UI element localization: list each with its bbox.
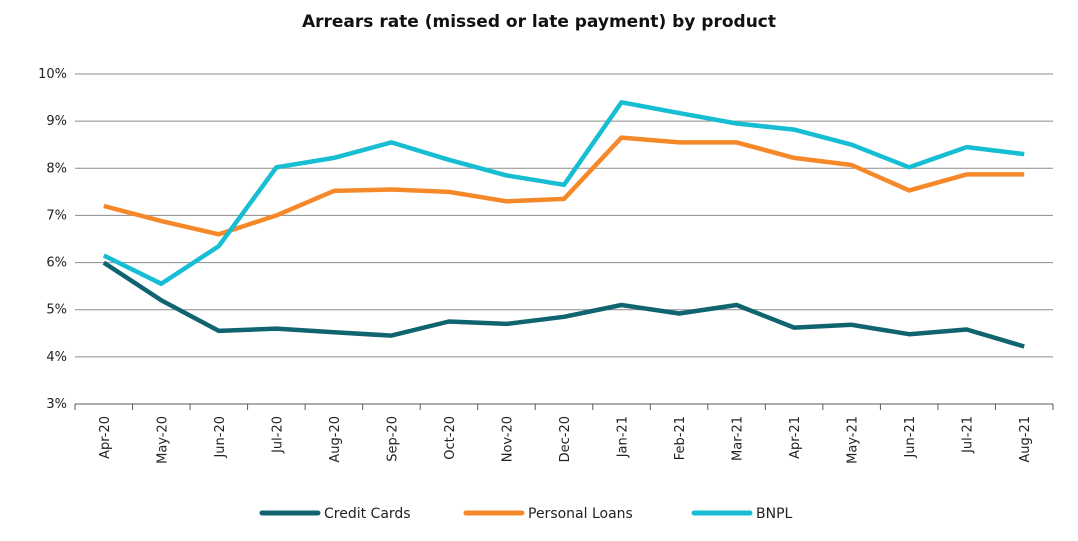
- y-tick-label: 3%: [46, 397, 67, 412]
- series-line-personal-loans: [103, 135, 1025, 237]
- y-tick-label: 10%: [38, 67, 67, 82]
- x-tick-label: May-21: [846, 416, 861, 464]
- x-tick-label: Jan-21: [616, 416, 631, 458]
- y-tick-label: 9%: [46, 114, 67, 129]
- x-tick-label: Jun-20: [213, 416, 228, 459]
- x-tick-label: Sep-20: [385, 416, 400, 462]
- x-tick-label: Mar-21: [731, 416, 746, 461]
- series-line-credit-cards: [102, 260, 1025, 349]
- legend-label-personal-loans: Personal Loans: [528, 506, 633, 522]
- chart-title: Arrears rate (missed or late payment) by…: [301, 12, 777, 32]
- x-tick-label: Jul-20: [270, 416, 285, 454]
- y-tick-label: 8%: [46, 161, 67, 176]
- x-tick-label: Apr-20: [98, 416, 113, 459]
- x-tick-label: Aug-21: [1018, 416, 1033, 463]
- y-tick-label: 5%: [46, 303, 67, 318]
- x-tick-label: Dec-20: [558, 416, 573, 462]
- series-layer: [102, 100, 1025, 349]
- legend-label-credit-cards: Credit Cards: [324, 506, 411, 522]
- y-tick-label: 4%: [46, 350, 67, 365]
- x-tick-label: Nov-20: [500, 416, 515, 462]
- y-tick-label: 6%: [46, 256, 67, 271]
- y-tick-label: 7%: [46, 208, 67, 223]
- legend: Credit Cards Personal Loans BNPL: [259, 506, 793, 522]
- axis-layer: 3% 4% 5% 6% 7% 8% 9% 10% Apr-20 May-20 Jun-20 Jul-2…: [38, 67, 1054, 464]
- x-tick-label: Jun-21: [903, 416, 918, 459]
- x-tick-label: Feb-21: [673, 416, 688, 460]
- x-tick-label: Aug-20: [328, 416, 343, 463]
- x-tick-label: May-20: [155, 416, 170, 464]
- x-tick-label: Oct-20: [443, 416, 458, 460]
- x-tick-label: Jul-21: [961, 416, 976, 454]
- legend-label-bnpl: BNPL: [756, 506, 793, 522]
- x-tick-label: Apr-21: [788, 416, 803, 459]
- series-line-bnpl: [102, 100, 1025, 287]
- grid-layer: [75, 73, 1053, 358]
